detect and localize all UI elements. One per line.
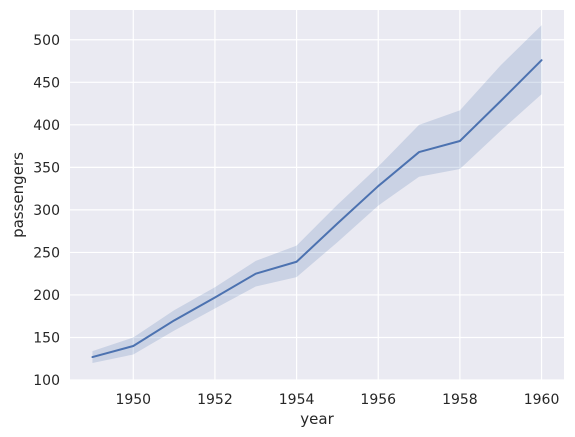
y-tick-label: 100 — [33, 373, 60, 389]
x-tick-label: 1952 — [197, 392, 233, 408]
y-tick-label: 500 — [33, 33, 60, 49]
y-axis-label: passengers — [9, 152, 27, 238]
y-tick-label: 300 — [33, 203, 60, 219]
y-tick-label: 200 — [33, 288, 60, 304]
y-tick-labels: 100 150 200 250 300 350 400 450 500 — [33, 33, 60, 389]
series-line — [91, 59, 543, 359]
y-tick-label: 250 — [33, 245, 60, 261]
y-tick-label: 350 — [33, 160, 60, 176]
y-tick-label: 450 — [33, 75, 60, 91]
x-tick-label: 1960 — [524, 392, 560, 408]
x-axis-label: year — [300, 410, 334, 428]
x-tick-label: 1956 — [360, 392, 396, 408]
plot-background — [70, 10, 564, 380]
series-lines — [91, 59, 543, 359]
x-tick-label: 1958 — [442, 392, 478, 408]
y-tick-label: 400 — [33, 118, 60, 134]
y-tick-label: 150 — [33, 330, 60, 346]
x-tick-labels: 1950 1952 1954 1956 1958 1960 — [115, 392, 559, 408]
x-tick-label: 1954 — [279, 392, 315, 408]
x-tick-label: 1950 — [115, 392, 151, 408]
grid-lines — [70, 10, 564, 381]
